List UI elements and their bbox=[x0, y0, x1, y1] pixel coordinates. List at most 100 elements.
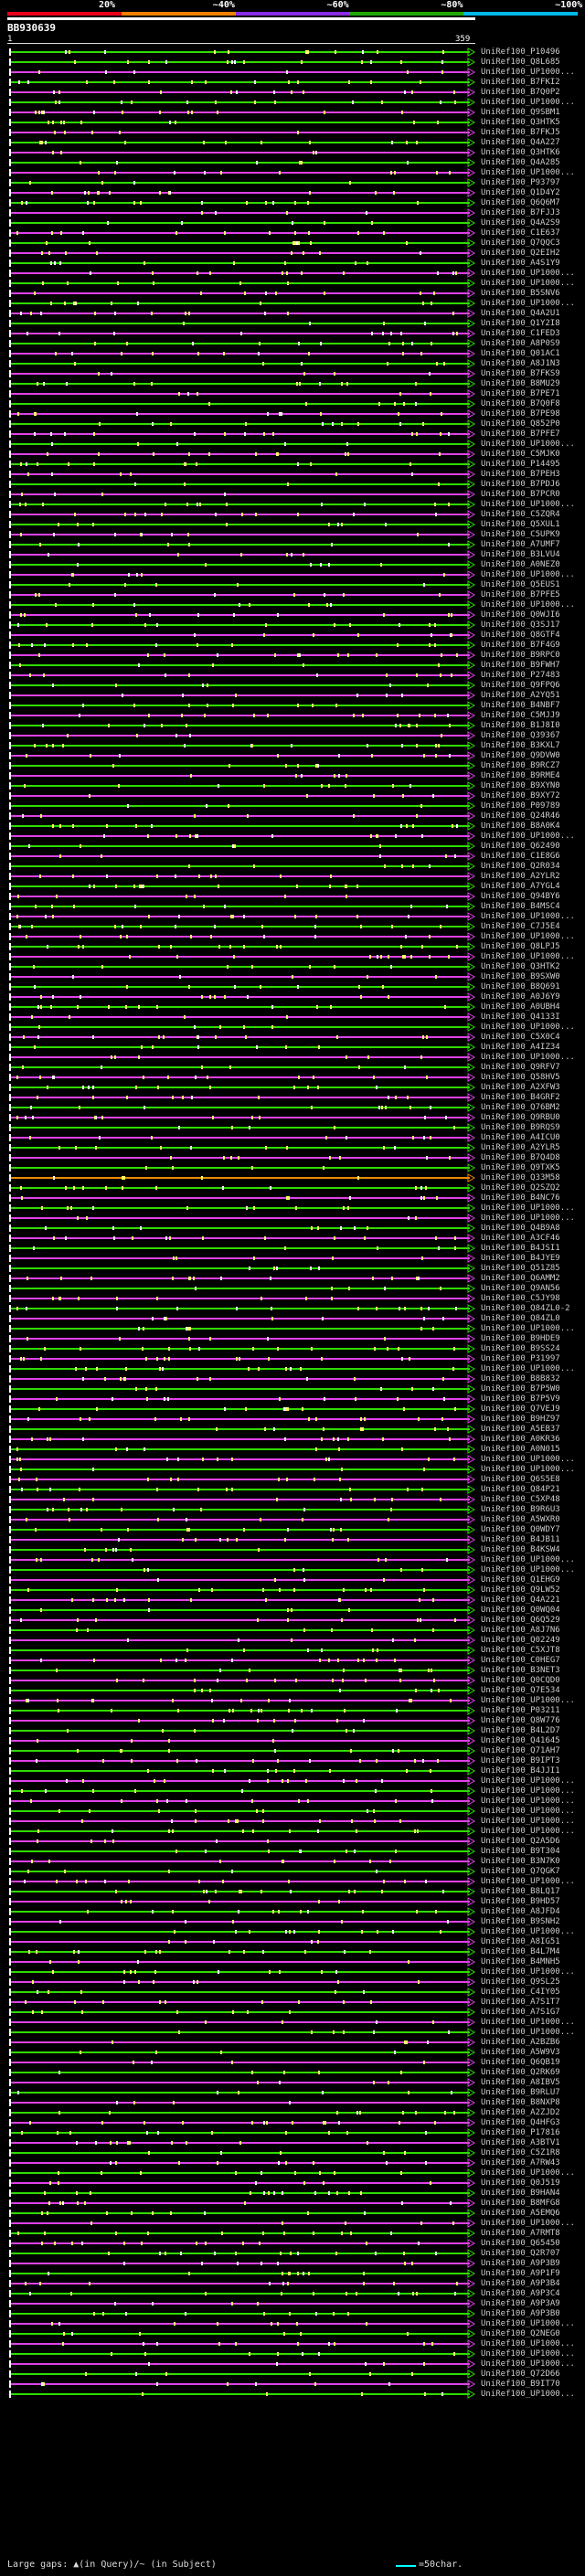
hit-accession-link[interactable]: UniRef100_UP1000... bbox=[481, 1053, 575, 1062]
hit-accession-link[interactable]: UniRef100_UP1000... bbox=[481, 68, 575, 77]
hit-accession-link[interactable]: UniRef100_B9XYN0 bbox=[481, 781, 560, 790]
hit-row[interactable]: UniRef100_UP1000... bbox=[0, 912, 585, 922]
hit-accession-link[interactable]: UniRef100_Q7QGK7 bbox=[481, 1867, 560, 1876]
hit-accession-link[interactable]: UniRef100_C5ZQR4 bbox=[481, 510, 560, 519]
hit-accession-link[interactable]: UniRef100_P14495 bbox=[481, 460, 560, 469]
hit-row[interactable]: UniRef100_B8MU29 bbox=[0, 379, 585, 389]
hit-accession-link[interactable]: UniRef100_B7P5W0 bbox=[481, 1384, 560, 1394]
hit-accession-link[interactable]: UniRef100_Q2NEG0 bbox=[481, 2329, 560, 2338]
hit-accession-link[interactable]: UniRef100_P10496 bbox=[481, 48, 560, 57]
hit-accession-link[interactable]: UniRef100_A8JFD4 bbox=[481, 1907, 560, 1916]
hit-row[interactable]: UniRef100_UP1000... bbox=[0, 269, 585, 279]
hit-accession-link[interactable]: UniRef100_UP1000... bbox=[481, 2219, 575, 2228]
hit-accession-link[interactable]: UniRef100_B8MU29 bbox=[481, 379, 560, 388]
hit-row[interactable]: UniRef100_Q4A227 bbox=[0, 138, 585, 148]
hit-accession-link[interactable]: UniRef100_Q9RFV7 bbox=[481, 1063, 560, 1072]
hit-accession-link[interactable]: UniRef100_UP1000... bbox=[481, 1214, 575, 1223]
hit-accession-link[interactable]: UniRef100_A2ZJD2 bbox=[481, 2108, 560, 2117]
hit-row[interactable]: UniRef100_Q2R707 bbox=[0, 2249, 585, 2259]
hit-accession-link[interactable]: UniRef100_UP1000... bbox=[481, 2168, 575, 2178]
hit-row[interactable]: UniRef100_A9P3B4 bbox=[0, 2279, 585, 2289]
hit-row[interactable]: UniRef100_B4JJI1 bbox=[0, 1766, 585, 1776]
hit-row[interactable]: UniRef100_A0UBH4 bbox=[0, 1002, 585, 1012]
hit-row[interactable]: UniRef100_A3CF46 bbox=[0, 1234, 585, 1244]
hit-row[interactable]: UniRef100_UP1000... bbox=[0, 570, 585, 580]
hit-row[interactable]: UniRef100_A2ZJD2 bbox=[0, 2108, 585, 2118]
hit-row[interactable]: UniRef100_UP1000... bbox=[0, 2349, 585, 2359]
hit-row[interactable]: UniRef100_UP1000... bbox=[0, 1214, 585, 1224]
hit-accession-link[interactable]: UniRef100_UP1000... bbox=[481, 168, 575, 177]
hit-row[interactable]: UniRef100_B7P5V9 bbox=[0, 1394, 585, 1405]
hit-row[interactable]: UniRef100_UP1000... bbox=[0, 2168, 585, 2178]
hit-row[interactable]: UniRef100_UP1000... bbox=[0, 1203, 585, 1214]
hit-row[interactable]: UniRef100_UP1000... bbox=[0, 1967, 585, 1977]
hit-accession-link[interactable]: UniRef100_Q84ZL0-2 bbox=[481, 1304, 570, 1313]
hit-row[interactable]: UniRef100_A9P3A9 bbox=[0, 2299, 585, 2309]
hit-row[interactable]: UniRef100_A9P3C4 bbox=[0, 2289, 585, 2299]
hit-row[interactable]: UniRef100_A8J1N3 bbox=[0, 359, 585, 369]
hit-row[interactable]: UniRef100_UP1000... bbox=[0, 600, 585, 610]
hit-accession-link[interactable]: UniRef100_C5XP48 bbox=[481, 1495, 560, 1504]
hit-row[interactable]: UniRef100_B4MSC4 bbox=[0, 902, 585, 912]
hit-accession-link[interactable]: UniRef100_B1J8I0 bbox=[481, 721, 560, 730]
hit-accession-link[interactable]: UniRef100_A7RW43 bbox=[481, 2158, 560, 2168]
hit-accession-link[interactable]: UniRef100_Q02249 bbox=[481, 1636, 560, 1645]
hit-accession-link[interactable]: UniRef100_B4GRF2 bbox=[481, 1093, 560, 1102]
hit-accession-link[interactable]: UniRef100_B9RCZ7 bbox=[481, 761, 560, 770]
hit-row[interactable]: UniRef100_A3BTV1 bbox=[0, 2138, 585, 2148]
hit-accession-link[interactable]: UniRef100_Q852P0 bbox=[481, 419, 560, 429]
hit-row[interactable]: UniRef100_A9P3B9 bbox=[0, 2259, 585, 2269]
hit-accession-link[interactable]: UniRef100_B7P5V9 bbox=[481, 1394, 560, 1404]
hit-row[interactable]: UniRef100_B7PFE7 bbox=[0, 429, 585, 440]
hit-row[interactable]: UniRef100_Q58HV5 bbox=[0, 1073, 585, 1083]
hit-accession-link[interactable]: UniRef100_Q2EIH2 bbox=[481, 249, 560, 258]
hit-accession-link[interactable]: UniRef100_UP1000... bbox=[481, 1786, 575, 1796]
hit-row[interactable]: UniRef100_Q41645 bbox=[0, 1736, 585, 1746]
hit-accession-link[interactable]: UniRef100_A8J7N6 bbox=[481, 1626, 560, 1635]
hit-accession-link[interactable]: UniRef100_UP1000... bbox=[481, 600, 575, 610]
hit-row[interactable]: UniRef100_Q39367 bbox=[0, 731, 585, 741]
hit-row[interactable]: UniRef100_Q4A285 bbox=[0, 158, 585, 168]
hit-row[interactable]: UniRef100_Q852P0 bbox=[0, 419, 585, 429]
hit-row[interactable]: UniRef100_P09789 bbox=[0, 801, 585, 811]
hit-accession-link[interactable]: UniRef100_B9XY72 bbox=[481, 791, 560, 800]
hit-row[interactable]: UniRef100_B9RME4 bbox=[0, 771, 585, 781]
hit-accession-link[interactable]: UniRef100_A7RMT8 bbox=[481, 2229, 560, 2238]
hit-row[interactable]: UniRef100_Q9RBU0 bbox=[0, 1113, 585, 1123]
hit-accession-link[interactable]: UniRef100_UP1000... bbox=[481, 570, 575, 579]
hit-accession-link[interactable]: UniRef100_P17816 bbox=[481, 2128, 560, 2137]
hit-row[interactable]: UniRef100_UP1000... bbox=[0, 98, 585, 108]
hit-row[interactable]: UniRef100_B8A0K4 bbox=[0, 822, 585, 832]
hit-row[interactable]: UniRef100_P03211 bbox=[0, 1706, 585, 1716]
hit-accession-link[interactable]: UniRef100_Q9AN56 bbox=[481, 1284, 560, 1293]
hit-row[interactable]: UniRef100_B3NET3 bbox=[0, 1666, 585, 1676]
hit-accession-link[interactable]: UniRef100_B9SS24 bbox=[481, 1344, 560, 1353]
hit-accession-link[interactable]: UniRef100_A5EB37 bbox=[481, 1425, 560, 1434]
hit-row[interactable]: UniRef100_A7S1T7 bbox=[0, 1998, 585, 2008]
hit-row[interactable]: UniRef100_Q51Z85 bbox=[0, 1264, 585, 1274]
hit-row[interactable]: UniRef100_A0NEZ0 bbox=[0, 560, 585, 570]
hit-row[interactable]: UniRef100_B8Q691 bbox=[0, 982, 585, 992]
hit-accession-link[interactable]: UniRef100_A3BTV1 bbox=[481, 2138, 560, 2147]
hit-accession-link[interactable]: UniRef100_P09789 bbox=[481, 801, 560, 811]
hit-accession-link[interactable]: UniRef100_B7PDJ6 bbox=[481, 480, 560, 489]
hit-row[interactable]: UniRef100_UP1000... bbox=[0, 68, 585, 78]
hit-accession-link[interactable]: UniRef100_Q58HV5 bbox=[481, 1073, 560, 1082]
hit-accession-link[interactable]: UniRef100_A0N015 bbox=[481, 1445, 560, 1454]
hit-accession-link[interactable]: UniRef100_Q4A285 bbox=[481, 158, 560, 167]
hit-accession-link[interactable]: UniRef100_Q8GTF4 bbox=[481, 631, 560, 640]
hit-row[interactable]: UniRef100_Q71AH7 bbox=[0, 1746, 585, 1756]
hit-row[interactable]: UniRef100_UP1000... bbox=[0, 1927, 585, 1937]
hit-row[interactable]: UniRef100_C4IY05 bbox=[0, 1988, 585, 1998]
hit-accession-link[interactable]: UniRef100_UP1000... bbox=[481, 1807, 575, 1816]
hit-row[interactable]: UniRef100_B1J8I0 bbox=[0, 721, 585, 731]
hit-accession-link[interactable]: UniRef100_A2YLR5 bbox=[481, 1143, 560, 1152]
hit-row[interactable]: UniRef100_Q33M58 bbox=[0, 1173, 585, 1183]
hit-row[interactable]: UniRef100_A7RW43 bbox=[0, 2158, 585, 2168]
hit-accession-link[interactable]: UniRef100_B7FJJ3 bbox=[481, 208, 560, 217]
hit-row[interactable]: UniRef100_Q4A2S9 bbox=[0, 218, 585, 228]
hit-accession-link[interactable]: UniRef100_Q24R46 bbox=[481, 811, 560, 821]
hit-row[interactable]: UniRef100_Q2A5D6 bbox=[0, 1837, 585, 1847]
hit-row[interactable]: UniRef100_B9SNH2 bbox=[0, 1917, 585, 1927]
hit-row[interactable]: UniRef100_Q7QQC3 bbox=[0, 239, 585, 249]
